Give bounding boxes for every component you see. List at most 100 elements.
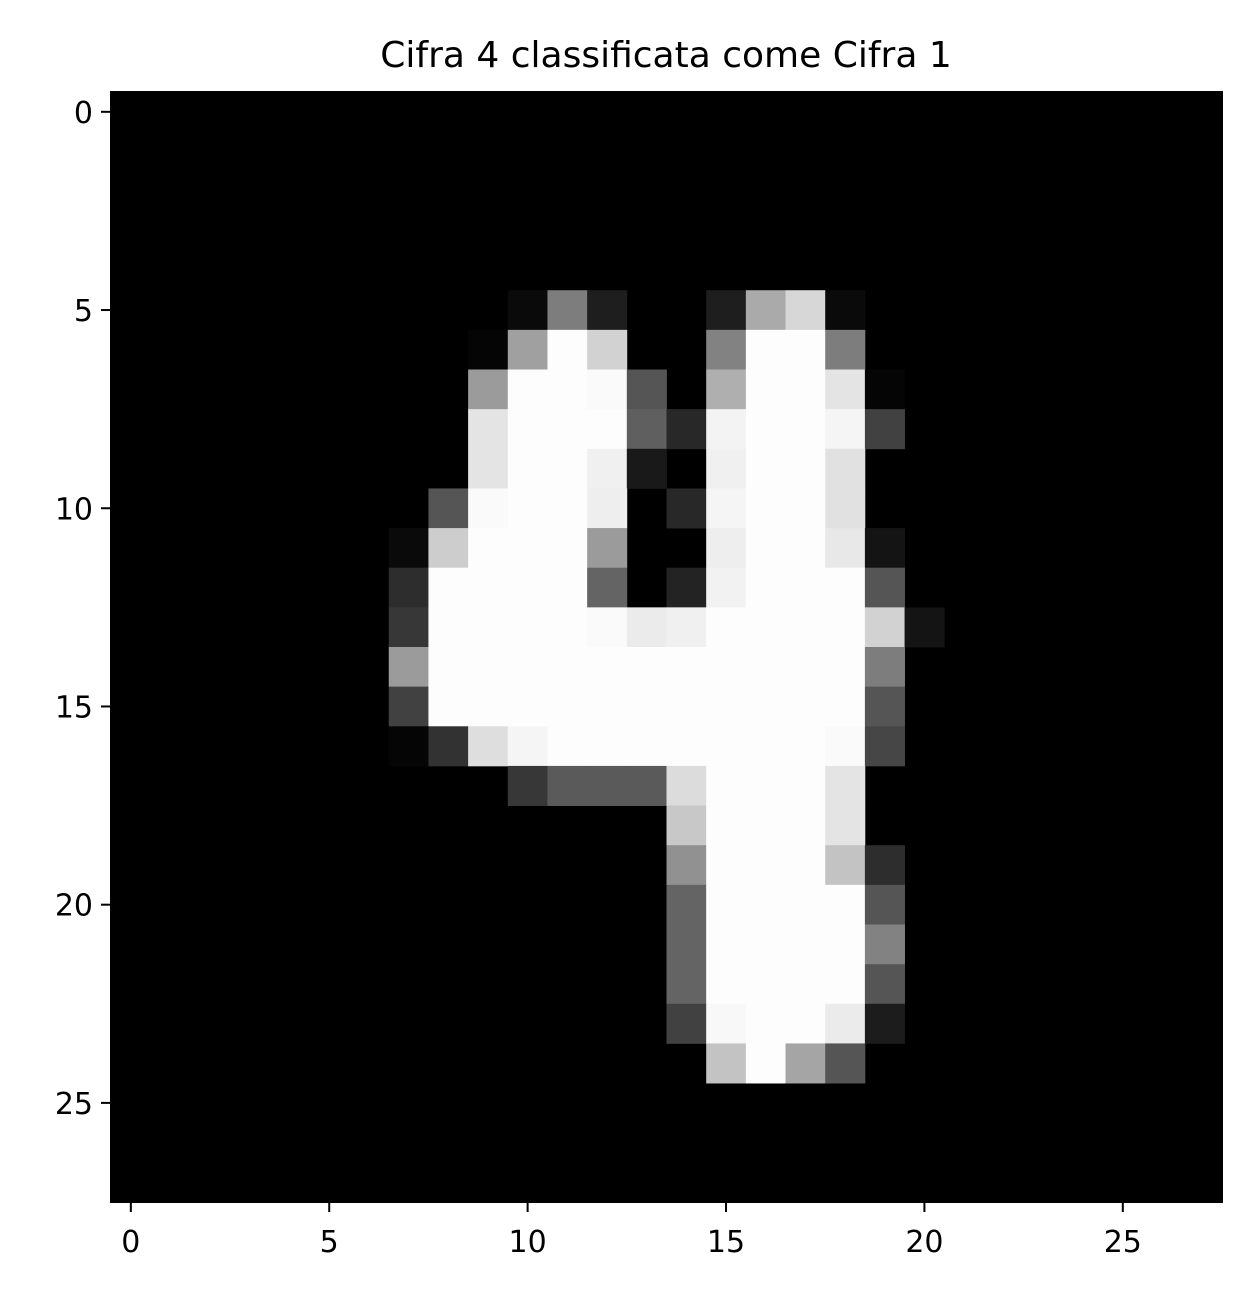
heatmap-cell xyxy=(864,686,905,727)
heatmap-cell xyxy=(825,964,866,1005)
heatmap-cell xyxy=(587,765,628,806)
x-tick-label: 20 xyxy=(905,1225,943,1260)
heatmap-cell xyxy=(825,607,866,648)
heatmap-cell xyxy=(785,805,826,846)
heatmap-cell xyxy=(864,647,905,688)
plot-frame xyxy=(110,91,1223,1203)
heatmap-cell xyxy=(587,409,628,450)
heatmap-cell xyxy=(666,1003,707,1044)
heatmap-cell xyxy=(587,726,628,767)
heatmap-cell xyxy=(864,884,905,925)
y-tick-label: 5 xyxy=(74,294,93,329)
heatmap-cell xyxy=(745,765,786,806)
heatmap-cell xyxy=(745,726,786,767)
heatmap-cell xyxy=(745,567,786,608)
heatmap-cell xyxy=(428,726,469,767)
heatmap-cell xyxy=(864,726,905,767)
heatmap-cell xyxy=(785,607,826,648)
heatmap-cell xyxy=(547,290,588,331)
heatmap-cell xyxy=(785,488,826,529)
heatmap-cell xyxy=(388,647,429,688)
heatmap-cell xyxy=(785,448,826,489)
heatmap-cell xyxy=(626,409,667,450)
heatmap-cell xyxy=(745,647,786,688)
heatmap-cell xyxy=(825,726,866,767)
heatmap-cell xyxy=(785,726,826,767)
y-tick-label: 15 xyxy=(55,690,93,725)
heatmap-cell xyxy=(587,369,628,410)
heatmap-cell xyxy=(745,607,786,648)
heatmap-cell xyxy=(864,567,905,608)
heatmap-cell xyxy=(587,567,628,608)
heatmap-cell xyxy=(706,290,747,331)
heatmap-cell xyxy=(587,647,628,688)
heatmap-cell xyxy=(745,1043,786,1084)
heatmap-cell xyxy=(666,845,707,886)
heatmap-cell xyxy=(745,924,786,965)
heatmap-cell xyxy=(507,726,548,767)
heatmap-cell xyxy=(825,488,866,529)
heatmap-cell xyxy=(825,528,866,569)
heatmap-cell xyxy=(745,409,786,450)
heatmap-cell xyxy=(825,1003,866,1044)
heatmap-cell xyxy=(626,448,667,489)
x-tick-label: 15 xyxy=(707,1225,745,1260)
heatmap-cell xyxy=(547,528,588,569)
heatmap-cell xyxy=(666,686,707,727)
x-axis: 0 5 10 15 20 25 xyxy=(121,1202,1142,1260)
heatmap-cell xyxy=(864,845,905,886)
heatmap-cell xyxy=(706,607,747,648)
heatmap-cell xyxy=(706,765,747,806)
heatmap-cell xyxy=(745,448,786,489)
heatmap-cell xyxy=(666,765,707,806)
heatmap-cell xyxy=(785,884,826,925)
heatmap-cell xyxy=(507,329,548,370)
heatmap-cell xyxy=(666,726,707,767)
heatmap-cell xyxy=(706,528,747,569)
heatmap-cell xyxy=(825,924,866,965)
heatmap-cell xyxy=(547,567,588,608)
heatmap-cell xyxy=(825,1043,866,1084)
x-tick-label: 10 xyxy=(509,1225,547,1260)
heatmap-cell xyxy=(507,647,548,688)
y-axis: 0 5 10 15 20 25 xyxy=(55,96,111,1122)
heatmap-cell xyxy=(468,647,509,688)
heatmap-cell xyxy=(666,884,707,925)
heatmap-cell xyxy=(507,448,548,489)
heatmap-cell xyxy=(825,845,866,886)
heatmap-cell xyxy=(666,647,707,688)
heatmap-cell xyxy=(587,329,628,370)
heatmap-cell xyxy=(706,964,747,1005)
heatmap-cell xyxy=(587,488,628,529)
y-tick-label: 10 xyxy=(55,492,93,527)
heatmap-cell xyxy=(785,964,826,1005)
heatmap-cell xyxy=(785,329,826,370)
heatmap-cell xyxy=(706,1003,747,1044)
heatmap-cell xyxy=(507,686,548,727)
heatmap-cell xyxy=(706,409,747,450)
heatmap-cell xyxy=(825,567,866,608)
heatmap-cell xyxy=(825,765,866,806)
heatmap-cell xyxy=(587,607,628,648)
heatmap-cell xyxy=(825,409,866,450)
heatmap-cell xyxy=(825,369,866,410)
heatmap-cell xyxy=(587,448,628,489)
heatmap-cell xyxy=(626,765,667,806)
heatmap-cell xyxy=(864,964,905,1005)
heatmap-cell xyxy=(388,686,429,727)
heatmap-cell xyxy=(507,369,548,410)
heatmap-cell xyxy=(785,567,826,608)
heatmap-cell xyxy=(706,884,747,925)
heatmap-cell xyxy=(785,1043,826,1084)
heatmap-cell xyxy=(745,488,786,529)
heatmap-cell xyxy=(864,1003,905,1044)
heatmap-cell xyxy=(507,290,548,331)
heatmap-cell xyxy=(745,369,786,410)
heatmap-cell xyxy=(468,369,509,410)
heatmap-cell xyxy=(864,369,905,410)
y-tick-label: 25 xyxy=(55,1087,93,1122)
heatmap-cell xyxy=(785,845,826,886)
heatmap-cell xyxy=(745,1003,786,1044)
heatmap-cell xyxy=(785,528,826,569)
heatmap-cell xyxy=(468,686,509,727)
